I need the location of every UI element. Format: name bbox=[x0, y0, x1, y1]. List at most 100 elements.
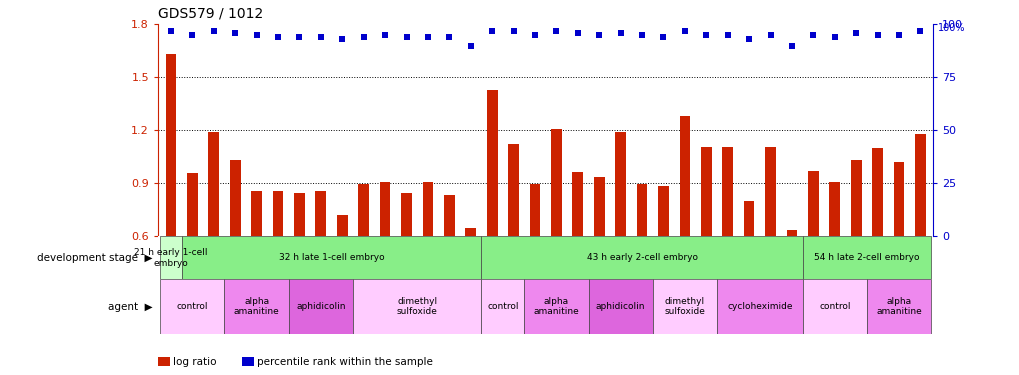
Bar bbox=[272, 191, 283, 342]
Text: GDS579 / 1012: GDS579 / 1012 bbox=[158, 7, 263, 21]
Point bbox=[847, 30, 863, 36]
Text: percentile rank within the sample: percentile rank within the sample bbox=[257, 357, 433, 367]
Point bbox=[184, 32, 201, 38]
Bar bbox=[293, 193, 305, 342]
Point bbox=[505, 28, 522, 34]
Text: development stage  ▶: development stage ▶ bbox=[38, 253, 153, 263]
Text: 100%: 100% bbox=[936, 23, 964, 33]
Bar bbox=[358, 184, 369, 342]
Point bbox=[441, 34, 458, 40]
Point bbox=[804, 32, 820, 38]
Text: 54 h late 2-cell embryo: 54 h late 2-cell embryo bbox=[813, 254, 919, 262]
Bar bbox=[481, 279, 524, 334]
Bar bbox=[636, 184, 647, 342]
Text: alpha
amanitine: alpha amanitine bbox=[233, 297, 279, 316]
Point bbox=[676, 28, 692, 34]
Text: log ratio: log ratio bbox=[173, 357, 217, 367]
Point bbox=[611, 30, 628, 36]
Point bbox=[334, 36, 351, 42]
Point bbox=[825, 34, 842, 40]
Bar bbox=[866, 279, 930, 334]
Bar bbox=[443, 195, 454, 342]
Text: control: control bbox=[176, 302, 208, 311]
Point bbox=[463, 43, 479, 49]
Point bbox=[890, 32, 906, 38]
Text: dimethyl
sulfoxide: dimethyl sulfoxide bbox=[663, 297, 705, 316]
Point bbox=[697, 32, 713, 38]
Point bbox=[398, 34, 415, 40]
Bar bbox=[400, 193, 412, 342]
Point bbox=[270, 34, 286, 40]
Bar bbox=[465, 228, 476, 342]
Bar bbox=[850, 160, 861, 342]
Bar bbox=[764, 147, 775, 342]
Text: control: control bbox=[487, 302, 518, 311]
Bar bbox=[336, 215, 347, 342]
Bar bbox=[481, 236, 802, 279]
Bar bbox=[208, 132, 219, 342]
Point bbox=[633, 32, 649, 38]
Bar bbox=[224, 279, 288, 334]
Bar bbox=[181, 236, 481, 279]
Bar bbox=[486, 90, 497, 342]
Text: 21 h early 1-cell
embryо: 21 h early 1-cell embryо bbox=[135, 248, 208, 267]
Bar bbox=[802, 236, 930, 279]
Point bbox=[761, 32, 777, 38]
Point bbox=[377, 32, 393, 38]
Point bbox=[718, 32, 735, 38]
Text: aphidicolin: aphidicolin bbox=[595, 302, 645, 311]
Bar bbox=[786, 230, 797, 342]
Text: aphidicolin: aphidicolin bbox=[296, 302, 345, 311]
Text: cycloheximide: cycloheximide bbox=[727, 302, 792, 311]
Bar bbox=[614, 132, 626, 342]
Bar bbox=[186, 172, 198, 342]
Bar bbox=[828, 182, 840, 342]
Point bbox=[527, 32, 543, 38]
Bar bbox=[353, 279, 481, 334]
Bar bbox=[315, 191, 326, 342]
Text: alpha
amanitine: alpha amanitine bbox=[533, 297, 579, 316]
Text: dimethyl
sulfoxide: dimethyl sulfoxide bbox=[396, 297, 437, 316]
Point bbox=[547, 28, 564, 34]
Point bbox=[313, 34, 329, 40]
Point bbox=[163, 28, 179, 34]
Bar bbox=[593, 177, 604, 342]
Bar bbox=[721, 147, 733, 342]
Text: 32 h late 1-cell embryo: 32 h late 1-cell embryo bbox=[278, 254, 384, 262]
Bar bbox=[652, 279, 716, 334]
Text: 43 h early 2-cell embryo: 43 h early 2-cell embryo bbox=[586, 254, 697, 262]
Bar bbox=[379, 182, 390, 342]
Point bbox=[227, 30, 244, 36]
Point bbox=[783, 43, 799, 49]
Bar bbox=[229, 160, 240, 342]
Bar bbox=[251, 191, 262, 342]
Point bbox=[484, 28, 500, 34]
Bar bbox=[160, 236, 181, 279]
Bar bbox=[716, 279, 802, 334]
Point bbox=[868, 32, 884, 38]
Bar bbox=[165, 54, 176, 342]
Bar bbox=[507, 144, 519, 342]
Point bbox=[291, 34, 308, 40]
Bar bbox=[524, 279, 588, 334]
Bar bbox=[572, 172, 583, 342]
Bar bbox=[422, 182, 433, 342]
Text: control: control bbox=[818, 302, 850, 311]
Point bbox=[569, 30, 585, 36]
Point bbox=[911, 28, 927, 34]
Bar bbox=[807, 171, 818, 342]
Text: agent  ▶: agent ▶ bbox=[108, 302, 153, 312]
Point bbox=[206, 28, 222, 34]
Text: alpha
amanitine: alpha amanitine bbox=[875, 297, 921, 316]
Point bbox=[249, 32, 265, 38]
Bar bbox=[679, 116, 690, 342]
Bar bbox=[743, 201, 754, 342]
Bar bbox=[288, 279, 353, 334]
Point bbox=[356, 34, 372, 40]
Bar bbox=[700, 147, 711, 342]
Point bbox=[654, 34, 671, 40]
Bar bbox=[893, 162, 904, 342]
Point bbox=[420, 34, 436, 40]
Bar bbox=[802, 279, 866, 334]
Bar bbox=[657, 186, 668, 342]
